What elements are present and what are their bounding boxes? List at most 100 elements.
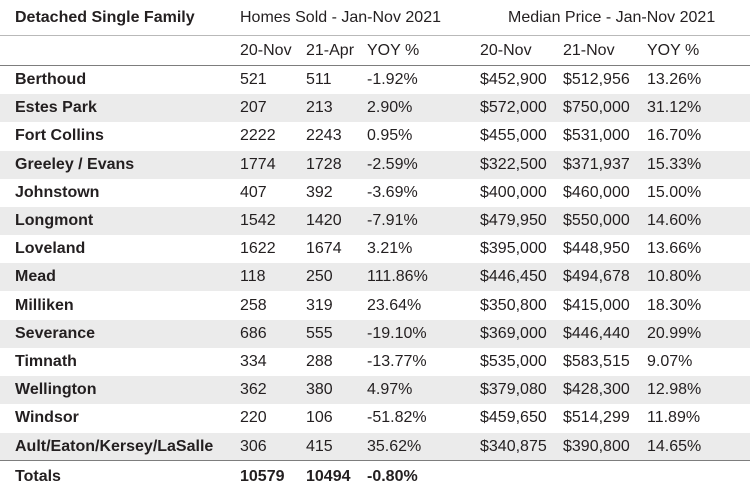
table-cell: $459,650 xyxy=(480,409,547,427)
table-cell: 334 xyxy=(240,353,267,370)
table-cell: $452,900 xyxy=(480,71,547,88)
table-row: Wellington 362 380 4.97% $379,080 $428,300 12.… xyxy=(0,376,750,405)
table-cell: $531,000 xyxy=(563,127,630,145)
area-name: Estes Park xyxy=(15,99,97,117)
table-cell: 14.60% xyxy=(647,212,702,229)
table-cell: 3.21% xyxy=(367,240,413,258)
table-cell: 258 xyxy=(240,296,267,314)
table-cell: 288 xyxy=(306,353,333,370)
column-header: YOY % xyxy=(367,42,420,59)
table-cell: 1674 xyxy=(306,240,342,258)
totals-cell: 10579 xyxy=(240,467,285,485)
table-cell: -19.10% xyxy=(367,324,427,342)
table-cell: $479,950 xyxy=(480,212,547,229)
table-cell: 4.97% xyxy=(367,381,413,399)
table-cell: $428,300 xyxy=(563,381,630,399)
table-row: Severance 686 555 -19.10% $369,000 $446,440 20… xyxy=(0,319,750,348)
table-cell: 213 xyxy=(306,99,333,117)
table-cell: $371,937 xyxy=(563,155,630,173)
table-cell: 220 xyxy=(240,409,267,427)
table-cell: 0.95% xyxy=(367,127,413,145)
table-row: Longmont 1542 1420 -7.91% $479,950 $550,000 14… xyxy=(0,207,750,235)
table-cell: $390,800 xyxy=(563,437,630,455)
table-cell: -2.59% xyxy=(367,155,418,173)
area-name: Milliken xyxy=(15,296,74,314)
totals-row: Totals 10579 10494 -0.80% xyxy=(0,463,750,491)
table-cell: 12.98% xyxy=(647,381,702,399)
table-cell: 207 xyxy=(240,99,267,117)
table-cell: 1622 xyxy=(240,240,276,258)
table-cell: 2.90% xyxy=(367,99,413,117)
area-name: Timnath xyxy=(15,353,77,370)
column-header: YOY % xyxy=(647,42,700,59)
column-header-row: 20-Nov 21-Apr YOY % 20-Nov 21-Nov YOY % xyxy=(0,37,750,65)
table-cell: -1.92% xyxy=(367,71,418,88)
table-cell: $455,000 xyxy=(480,127,547,145)
table-cell: 2243 xyxy=(306,127,342,145)
table-cell: $446,450 xyxy=(480,268,547,286)
table-row: Loveland 1622 1674 3.21% $395,000 $448,950 13.… xyxy=(0,235,750,263)
table-cell: $340,875 xyxy=(480,437,547,455)
area-name: Longmont xyxy=(15,212,94,229)
table-cell: 111.86% xyxy=(367,268,428,286)
table-row: Greeley / Evans 1774 1728 -2.59% $322,500 $37… xyxy=(0,150,750,179)
totals-cell: 10494 xyxy=(306,467,351,485)
table-cell: 415 xyxy=(306,437,333,455)
column-header: 21-Nov xyxy=(563,42,615,59)
table-cell: -7.91% xyxy=(367,212,418,229)
table-cell: 250 xyxy=(306,268,333,286)
table-cell: $369,000 xyxy=(480,324,547,342)
table-cell: 392 xyxy=(306,183,333,201)
table-cell: 1774 xyxy=(240,155,276,173)
table-cell: 1728 xyxy=(306,155,342,173)
table-row: Estes Park 207 213 2.90% $572,000 $750,000 31.… xyxy=(0,94,750,123)
table-row: Johnstown 407 392 -3.69% $400,000 $460,000 15.… xyxy=(0,179,750,207)
table-cell: $512,956 xyxy=(563,71,630,88)
totals-label: Totals xyxy=(15,467,61,485)
table-cell: 15.33% xyxy=(647,155,702,173)
area-name: Mead xyxy=(15,268,56,286)
table-cell: 18.30% xyxy=(647,296,702,314)
table-cell: $750,000 xyxy=(563,99,630,117)
area-name: Severance xyxy=(15,324,96,342)
area-name: Fort Collins xyxy=(15,127,104,145)
table-cell: $572,000 xyxy=(480,99,547,117)
title-divider xyxy=(0,35,750,36)
table-cell: 13.66% xyxy=(647,240,702,258)
table-cell: $583,515 xyxy=(563,353,630,370)
table-cell: 20.99% xyxy=(647,324,702,342)
table-cell: -3.69% xyxy=(367,183,418,201)
area-name: Wellington xyxy=(15,381,97,399)
table-cell: -51.82% xyxy=(367,409,427,427)
table-cell: 16.70% xyxy=(647,127,702,145)
table-cell: 2222 xyxy=(240,127,276,145)
table-title: Detached Single Family xyxy=(15,9,195,26)
column-header: 21-Apr xyxy=(306,42,355,59)
table-row: Windsor 220 106 -51.82% $459,650 $514,299 11.8… xyxy=(0,404,750,432)
table-cell: 319 xyxy=(306,296,333,314)
table-row: Fort Collins 2222 2243 0.95% $455,000 $531,00… xyxy=(0,122,750,150)
table-cell: $448,950 xyxy=(563,240,630,258)
table-cell: 1420 xyxy=(306,212,342,229)
title-row: Detached Single Family Homes Sold - Jan-… xyxy=(0,4,750,32)
header-divider xyxy=(0,65,750,66)
table-cell: 306 xyxy=(240,437,267,455)
table-cell: $446,440 xyxy=(563,324,630,342)
table-cell: 511 xyxy=(306,71,332,88)
area-name: Berthoud xyxy=(15,71,87,88)
table-cell: 118 xyxy=(240,268,266,286)
table-row: Ault/Eaton/Kersey/LaSalle 306 415 35.62% $34… xyxy=(0,432,750,461)
area-name: Windsor xyxy=(15,409,79,427)
table-cell: $415,000 xyxy=(563,296,630,314)
table-cell: 9.07% xyxy=(647,353,693,370)
area-name: Loveland xyxy=(15,240,86,258)
table-cell: $494,678 xyxy=(563,268,630,286)
table-row: Mead 118 250 111.86% $446,450 $494,678 10.80% xyxy=(0,263,750,292)
totals-divider xyxy=(0,459,750,461)
table-cell: $460,000 xyxy=(563,183,630,201)
table-cell: 380 xyxy=(306,381,333,399)
table-cell: 106 xyxy=(306,409,333,427)
table-cell: 23.64% xyxy=(367,296,422,314)
table-cell: -13.77% xyxy=(367,353,427,370)
table-cell: $350,800 xyxy=(480,296,547,314)
